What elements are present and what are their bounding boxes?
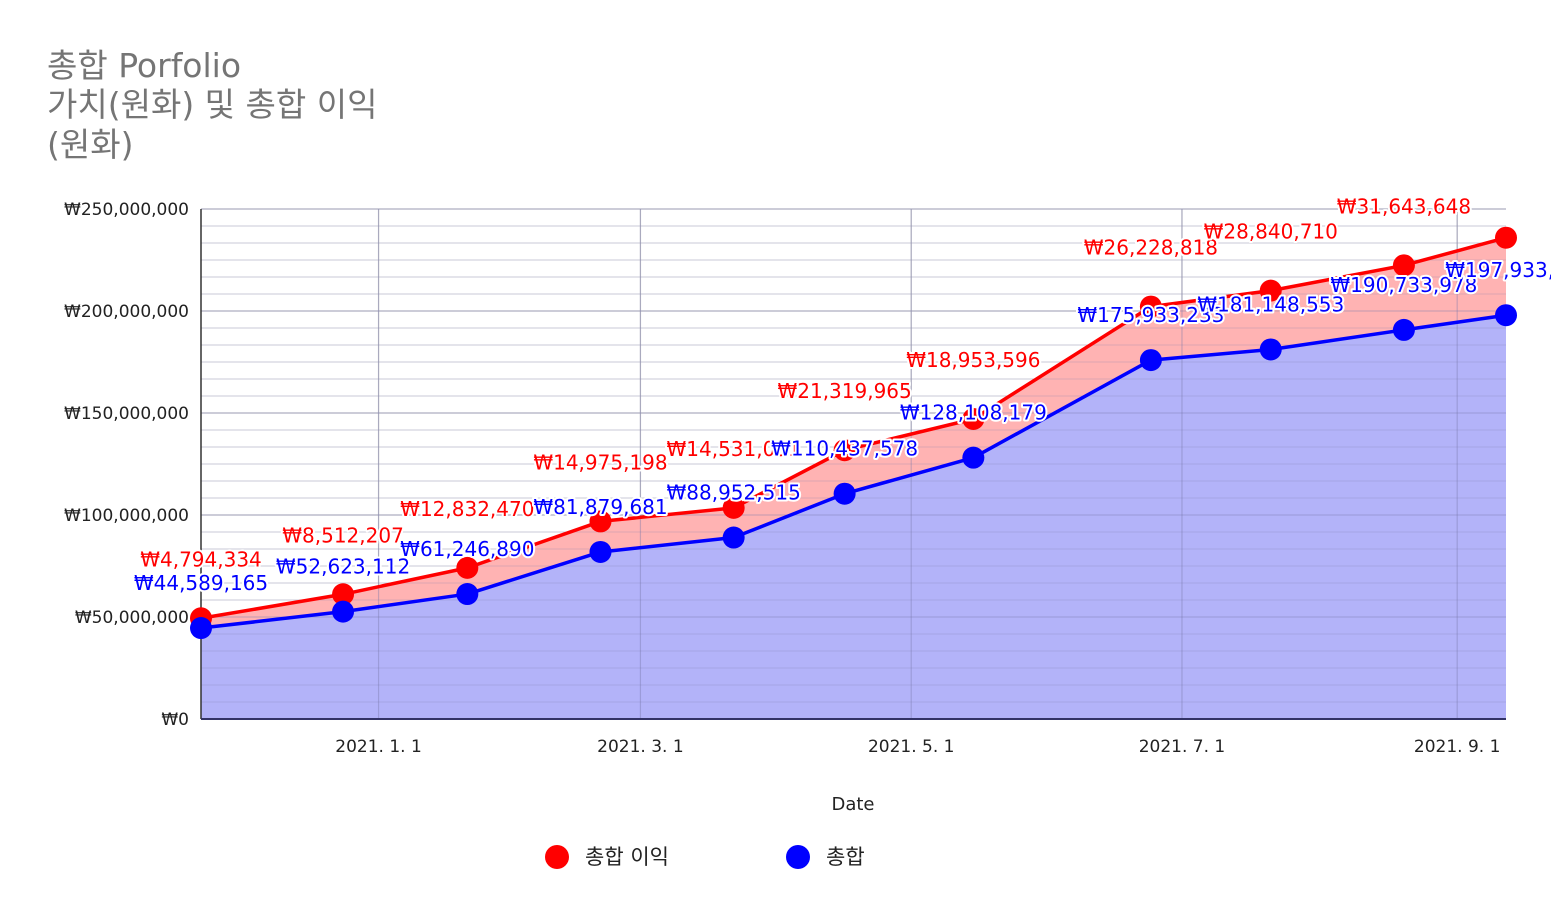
data-label-total: ₩110,437,578 (771, 437, 918, 461)
point-total (722, 526, 745, 549)
point-total (589, 540, 612, 563)
y-tick-label: ₩50,000,000 (75, 608, 189, 628)
point-total (332, 600, 355, 623)
data-points (190, 226, 1517, 640)
area-fills (201, 208, 1506, 719)
legend-marker (545, 845, 569, 869)
x-tick-label: 2021. 3. 1 (597, 737, 684, 757)
point-profit (332, 583, 355, 606)
y-tick-label: ₩200,000,000 (64, 302, 189, 322)
data-label-total: ₩52,623,112 (276, 555, 410, 579)
y-tick-label: ₩100,000,000 (64, 506, 189, 526)
point-profit (1495, 226, 1517, 249)
point-total (456, 583, 479, 606)
data-label-profit: ₩31,643,648 (1337, 194, 1471, 218)
data-label-profit: ₩28,840,710 (1204, 220, 1338, 244)
point-total (190, 617, 212, 640)
x-tick-label: 2021. 7. 1 (1139, 737, 1226, 757)
data-label-profit: ₩4,794,334 (140, 547, 262, 571)
data-label-total: ₩44,589,165 (134, 571, 268, 595)
area-series-total (201, 315, 1506, 719)
point-total (1139, 349, 1162, 372)
point-profit (1392, 254, 1415, 277)
legend-item[interactable]: 총합 (786, 845, 865, 869)
data-label-total: ₩81,879,681 (533, 495, 667, 519)
data-label-total: ₩88,952,515 (667, 481, 801, 505)
legend[interactable]: 총합 이익 총합 (545, 845, 865, 869)
point-total (1495, 304, 1517, 327)
area-series-profit (201, 237, 1506, 629)
x-axis-title: Date (831, 794, 874, 815)
legend-item[interactable]: 총합 이익 (545, 845, 669, 869)
data-label-profit: ₩14,531,091 (667, 437, 801, 461)
data-label-total: ₩61,246,890 (400, 537, 534, 561)
point-profit (722, 496, 745, 519)
point-total (1259, 338, 1282, 361)
y-tick-label: ₩250,000,000 (64, 200, 189, 220)
data-label-total: ₩181,148,553 (1197, 292, 1344, 316)
data-label-profit: ₩18,953,596 (906, 348, 1040, 372)
data-label-total: ₩128,108,179 (900, 401, 1047, 425)
legend-label: 총합 (826, 845, 865, 869)
chart-title: 총합 Porfolio 가치(원화) 및 총합 이익 (원화) (47, 46, 377, 164)
data-labels: ₩4,794,334₩44,589,165 ₩8,512,207 ₩52,623,1… (132, 192, 1551, 597)
legend-label: 총합 이익 (585, 845, 669, 869)
data-label-profit: ₩26,228,818 (1084, 236, 1218, 260)
point-profit (1259, 279, 1282, 302)
y-tick-label: ₩0 (161, 710, 189, 730)
point-profit (962, 407, 985, 430)
point-profit (833, 439, 856, 462)
data-label-total: ₩197,933,9 (1445, 258, 1551, 282)
tick-labels: ₩0 ₩50,000,000 ₩100,000,000 ₩150,000,000 ₩20… (64, 200, 1500, 757)
point-total (1392, 318, 1415, 341)
y-tick-label: ₩150,000,000 (64, 404, 189, 424)
data-label-profit: ₩12,832,470 (400, 497, 534, 521)
chart-title-line-3: (원화) (47, 125, 133, 164)
point-total (962, 446, 985, 469)
x-tick-label: 2021. 5. 1 (868, 737, 955, 757)
data-label-profit: ₩14,975,198 (533, 450, 667, 474)
point-profit (1139, 295, 1162, 318)
point-total (833, 482, 856, 505)
data-label-profit: ₩8,512,207 (282, 523, 404, 547)
point-profit (456, 556, 479, 579)
chart-title-line-1: 총합 Porfolio (47, 46, 241, 85)
legend-marker (786, 845, 810, 869)
data-label-total: ₩190,733,978 (1330, 273, 1477, 297)
point-profit (589, 510, 612, 533)
x-tick-label: 2021. 9. 1 (1414, 737, 1501, 757)
chart-title-line-2: 가치(원화) 및 총합 이익 (47, 85, 377, 124)
x-tick-label: 2021. 1. 1 (335, 737, 422, 757)
data-label-total: ₩175,933,233 (1077, 303, 1224, 327)
data-label-profit: ₩21,319,965 (777, 379, 911, 403)
